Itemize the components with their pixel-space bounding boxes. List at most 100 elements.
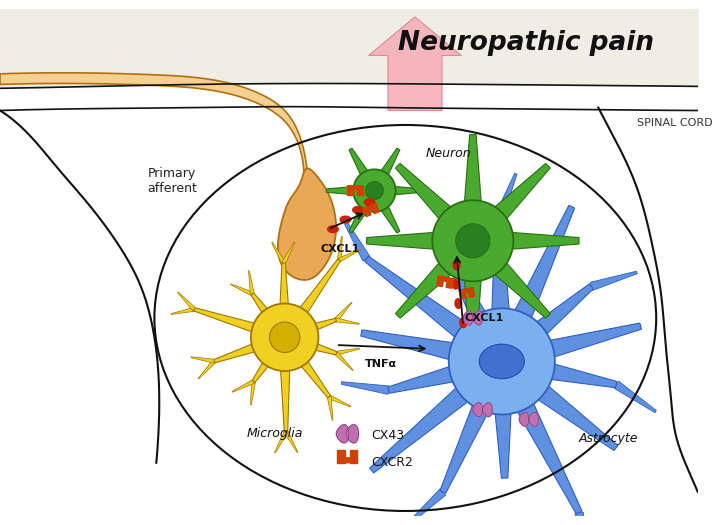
Circle shape [432,200,513,281]
Polygon shape [395,233,481,318]
Polygon shape [347,186,363,190]
Polygon shape [283,331,337,355]
Polygon shape [251,293,289,341]
Text: Primary
afferent: Primary afferent [147,167,197,195]
Polygon shape [349,148,380,194]
Polygon shape [363,207,371,217]
Polygon shape [336,425,348,443]
Polygon shape [499,323,641,373]
Text: Microglia: Microglia [247,427,303,440]
Polygon shape [252,334,290,382]
Polygon shape [446,278,453,288]
Ellipse shape [453,260,460,270]
Polygon shape [495,284,594,370]
Polygon shape [275,431,288,453]
Circle shape [354,170,395,212]
Polygon shape [194,308,286,343]
Polygon shape [440,356,513,494]
Polygon shape [232,380,254,392]
Polygon shape [327,185,375,196]
Circle shape [270,322,300,352]
Polygon shape [214,331,286,363]
Polygon shape [280,259,341,341]
Polygon shape [250,381,255,405]
Polygon shape [495,173,517,219]
Circle shape [251,303,318,371]
Text: CXCL1: CXCL1 [465,313,504,323]
Polygon shape [468,288,474,297]
Polygon shape [459,288,473,292]
Polygon shape [371,204,379,214]
Polygon shape [614,381,656,413]
Text: TNFα: TNFα [365,359,397,369]
Polygon shape [491,205,575,366]
Polygon shape [575,512,584,525]
Polygon shape [171,307,194,314]
Ellipse shape [479,344,524,379]
Polygon shape [350,450,357,463]
Polygon shape [367,229,473,252]
Polygon shape [395,163,481,249]
Polygon shape [341,382,389,394]
Polygon shape [328,395,351,407]
Polygon shape [369,187,400,233]
Polygon shape [328,396,333,420]
Text: CXCR2: CXCR2 [372,456,414,469]
Polygon shape [369,352,509,473]
Polygon shape [446,256,512,367]
Polygon shape [282,242,295,264]
Polygon shape [278,337,291,432]
Polygon shape [482,403,492,417]
Text: Neuron: Neuron [426,148,471,161]
Polygon shape [178,292,196,311]
Polygon shape [473,229,579,252]
Polygon shape [437,276,444,287]
Ellipse shape [328,226,338,233]
Polygon shape [375,185,422,196]
Circle shape [449,308,555,414]
Polygon shape [364,256,509,371]
Polygon shape [473,403,482,417]
Polygon shape [346,425,359,443]
Polygon shape [500,350,617,388]
Polygon shape [363,204,376,210]
Ellipse shape [455,299,462,308]
Polygon shape [283,318,336,343]
Polygon shape [492,356,582,514]
Polygon shape [231,284,253,296]
Polygon shape [388,350,505,393]
Polygon shape [341,217,370,261]
Circle shape [366,182,383,200]
Circle shape [455,224,490,258]
Polygon shape [336,348,359,355]
Text: Astrocyte: Astrocyte [578,432,638,445]
Polygon shape [465,163,550,249]
Polygon shape [278,263,291,338]
Polygon shape [461,241,484,347]
Ellipse shape [340,216,351,223]
Polygon shape [338,450,345,463]
Polygon shape [369,148,400,194]
Polygon shape [284,431,298,453]
Ellipse shape [364,199,375,206]
Polygon shape [438,276,453,281]
Polygon shape [459,289,466,299]
Polygon shape [280,334,330,398]
Polygon shape [249,270,254,295]
Text: CXCL1: CXCL1 [320,244,359,254]
Polygon shape [191,357,215,363]
Polygon shape [0,73,307,181]
Ellipse shape [353,206,364,213]
Polygon shape [335,318,359,324]
Polygon shape [338,458,357,463]
Polygon shape [461,134,484,241]
Polygon shape [347,186,354,195]
Polygon shape [407,489,445,525]
Polygon shape [198,360,216,379]
Ellipse shape [452,279,459,289]
Polygon shape [369,17,461,111]
Polygon shape [361,330,504,373]
Polygon shape [465,233,550,318]
Polygon shape [278,169,336,280]
Polygon shape [338,249,361,262]
